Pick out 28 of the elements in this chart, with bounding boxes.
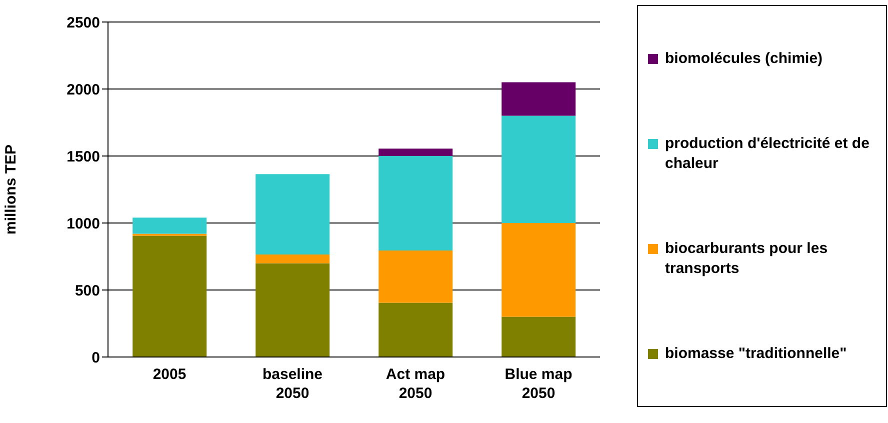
y-axis-title: millions TEP: [2, 144, 20, 235]
bar: [256, 263, 330, 357]
x-tick-label: 2005: [152, 366, 186, 383]
bar: [132, 218, 207, 234]
bar: [378, 250, 453, 303]
bar: [256, 174, 330, 254]
bar: [502, 316, 576, 357]
bar: [378, 156, 453, 250]
y-tick-label: 1500: [66, 148, 100, 166]
y-tick-label: 1000: [66, 215, 100, 232]
bar: [256, 254, 330, 264]
bar: [378, 148, 453, 156]
bar: [502, 223, 576, 317]
bar: [502, 82, 576, 116]
legend-label: biomasse "traditionnelle": [665, 344, 848, 364]
bar: [502, 116, 576, 223]
legend-label: production d'électricité et de chaleur: [665, 134, 870, 174]
y-tick-label: 0: [92, 349, 100, 366]
y-tick-label: 2000: [66, 81, 100, 98]
x-tick-label: Blue map 2050: [504, 366, 572, 402]
x-tick-label: Act map 2050: [386, 366, 446, 402]
bar: [378, 302, 453, 357]
bar: [132, 236, 207, 357]
y-tick-label: 2500: [66, 14, 100, 32]
x-tick-label: baseline 2050: [262, 366, 323, 402]
legend-label: biomolécules (chimie): [665, 48, 824, 68]
y-tick-label: 500: [74, 282, 100, 300]
legend-label: biocarburants pour les transports: [665, 238, 829, 278]
